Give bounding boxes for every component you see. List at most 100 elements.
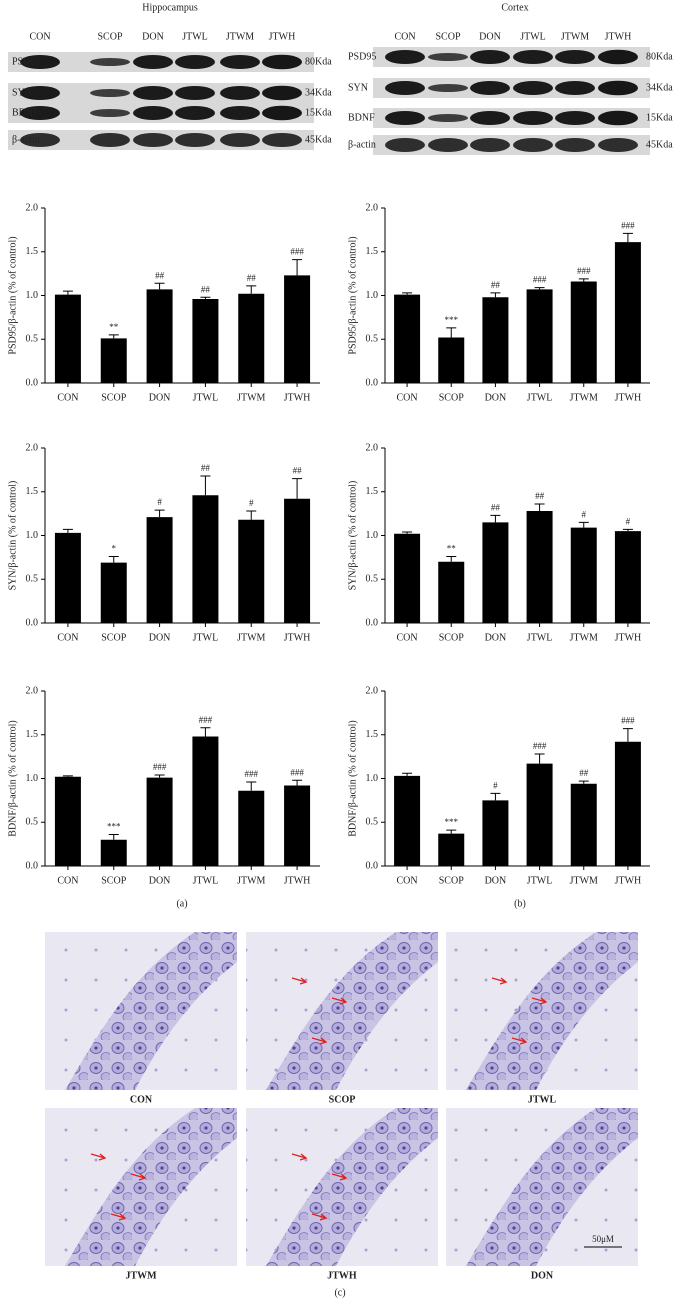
error-bar (534, 503, 545, 511)
x-tick-label: JTWH (284, 875, 311, 886)
cell-layer (266, 932, 438, 1090)
blot-band (175, 86, 215, 100)
error-bar (534, 753, 545, 764)
x-tick-label: CON (397, 632, 418, 643)
significance-label: ### (153, 762, 167, 772)
blot-band (513, 111, 553, 125)
significance-label: ### (577, 266, 591, 276)
blot-band (220, 133, 260, 147)
bar (570, 281, 597, 383)
cell-layer (65, 1108, 237, 1266)
cell-layer (466, 932, 638, 1090)
y-tick-label: 1.0 (366, 773, 379, 784)
bar (526, 511, 553, 623)
bar (54, 294, 81, 383)
y-tick-label: 0.0 (26, 860, 39, 871)
blot-band (90, 58, 130, 66)
significance-label: # (582, 509, 587, 519)
error-bar (62, 775, 73, 777)
error-bar (292, 259, 303, 276)
bar (394, 775, 421, 866)
x-tick-label: JTWM (237, 632, 265, 643)
blot-band (470, 111, 510, 125)
error-bar (490, 514, 501, 523)
bar (238, 519, 265, 623)
scale-label: 50μM (592, 1234, 614, 1244)
y-axis-label: BDNF/β-actin (% of control) (347, 720, 358, 836)
blot-title: Hippocampus (142, 2, 198, 13)
blot-band (20, 133, 60, 147)
bar (284, 275, 311, 383)
arrow (291, 977, 308, 985)
lane-label: JTWL (182, 31, 208, 42)
blot-band (220, 55, 260, 69)
blot-band (385, 138, 425, 152)
error-bar (622, 728, 633, 742)
y-axis-label: SYN/β-actin (% of control) (7, 481, 18, 591)
arrow (130, 1173, 147, 1181)
error-bar (154, 509, 165, 518)
significance-label: ### (533, 741, 547, 751)
y-axis-label: BDNF/β-actin (% of control) (7, 720, 18, 836)
significance-label: # (626, 516, 631, 526)
error-bar (490, 292, 501, 298)
y-tick-label: 2.0 (366, 202, 379, 213)
blot-band (555, 81, 595, 95)
protein-label: PSD95 (348, 51, 376, 62)
y-tick-label: 0.0 (366, 377, 379, 388)
blot-band (385, 50, 425, 64)
bar (438, 337, 465, 383)
arrow (291, 1153, 308, 1161)
x-tick-label: CON (57, 875, 78, 886)
y-axis-label: PSD95/β-actin (% of control) (7, 236, 18, 354)
y-tick-label: 1.5 (26, 486, 39, 497)
y-axis-label: PSD95/β-actin (% of control) (347, 236, 358, 354)
blot-band (428, 84, 468, 92)
protein-label: SYN (348, 82, 368, 93)
error-bar (534, 287, 545, 290)
significance-label: ## (535, 491, 545, 501)
y-tick-label: 2.0 (26, 685, 39, 696)
bar (146, 777, 173, 866)
lane-label: JTWM (226, 31, 254, 42)
error-bar (446, 327, 457, 338)
bar (482, 297, 509, 383)
y-tick-label: 1.0 (26, 530, 39, 541)
y-tick-label: 0.0 (366, 617, 379, 628)
error-bar (292, 779, 303, 786)
significance-label: ## (491, 502, 501, 512)
size-label: 15Kda (646, 112, 673, 123)
arrow (311, 1037, 328, 1045)
x-tick-label: JTWL (527, 632, 553, 643)
x-tick-label: JTWH (284, 632, 311, 643)
bar (192, 495, 219, 623)
significance-label: ** (109, 322, 119, 332)
blot-band (90, 133, 130, 147)
lane-label: JTWH (605, 31, 632, 42)
y-tick-label: 0.5 (366, 334, 379, 345)
bar (526, 289, 553, 383)
blot-band (262, 85, 302, 101)
error-bar (200, 475, 211, 496)
bar (100, 562, 127, 623)
lane-label: DON (142, 31, 164, 42)
error-bar (246, 510, 257, 520)
significance-label: ## (247, 273, 257, 283)
blot-band (428, 114, 468, 122)
arrow (311, 1213, 328, 1221)
blot-band (133, 55, 173, 69)
histology-label: JTWM (125, 1270, 157, 1281)
x-tick-label: JTWH (615, 875, 642, 886)
x-tick-label: JTWL (527, 875, 553, 886)
blot-band (598, 80, 638, 96)
arrow (331, 1173, 348, 1181)
blot-band (175, 106, 215, 120)
x-tick-label: DON (149, 632, 171, 643)
y-tick-label: 1.0 (26, 290, 39, 301)
x-tick-label: JTWM (570, 392, 598, 403)
y-tick-label: 0.0 (366, 860, 379, 871)
error-bar (578, 521, 589, 528)
blot-band (20, 86, 60, 100)
histology-label: CON (130, 1094, 153, 1105)
